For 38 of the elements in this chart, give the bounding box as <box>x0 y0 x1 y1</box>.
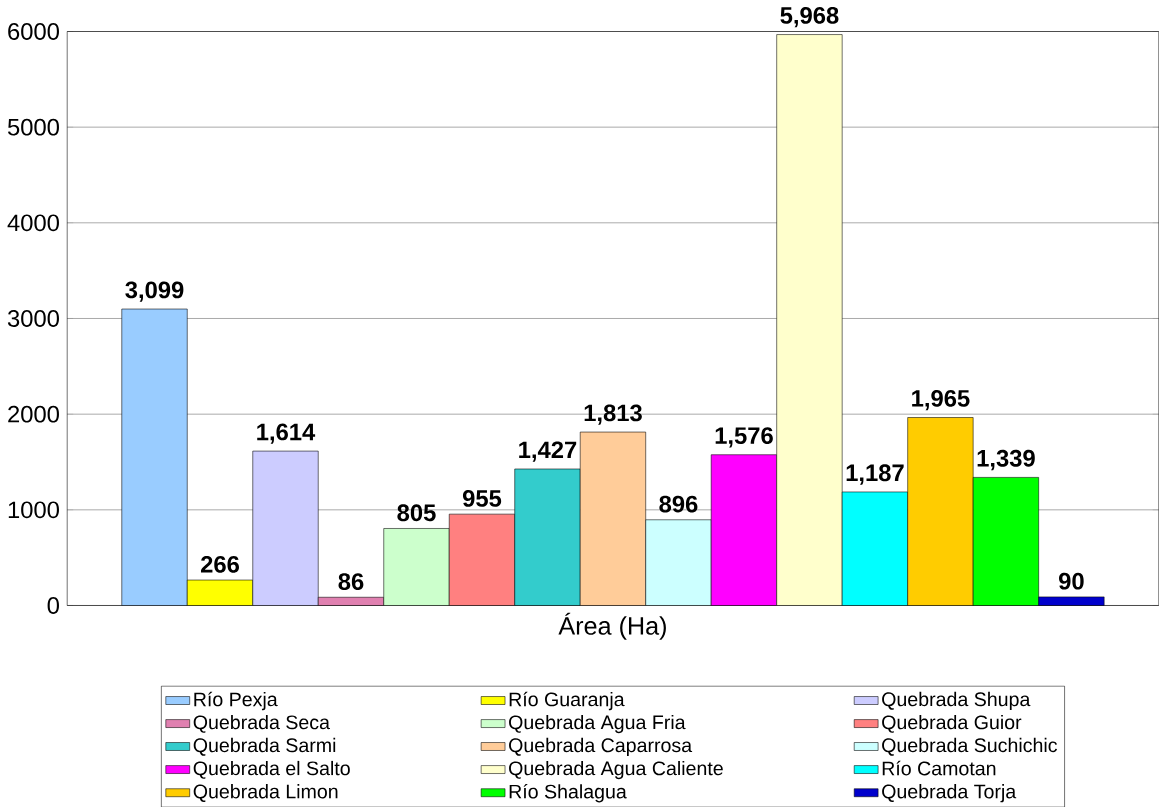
legend-label: Quebrada Guior <box>882 714 1022 733</box>
data-label: 896 <box>659 495 698 513</box>
data-label: 1,427 <box>519 441 577 462</box>
data-label: 1,339 <box>977 449 1035 470</box>
legend-label: Quebrada Shupa <box>882 691 1031 710</box>
legend-label: Río Shalagua <box>509 783 627 803</box>
data-label: 805 <box>397 504 436 522</box>
y-tick-label: 0 <box>47 596 59 614</box>
legend-label: Quebrada Seca <box>193 714 330 733</box>
data-label: 1,965 <box>912 389 970 411</box>
data-label: 86 <box>338 572 364 590</box>
data-label: 5,968 <box>780 6 839 28</box>
data-label: 1,813 <box>584 404 642 425</box>
legend-label: Quebrada Limon <box>193 783 338 802</box>
y-tick-label: 5000 <box>7 118 59 136</box>
y-tick-label: 2000 <box>8 405 59 423</box>
legend-label: Quebrada Sarmi <box>193 737 336 756</box>
data-label: 1,576 <box>715 426 773 448</box>
y-tick-label: 4000 <box>7 214 59 232</box>
x-axis-title: Área (Ha) <box>558 612 666 640</box>
y-tick-label: 3000 <box>7 309 59 327</box>
legend-label: Quebrada Agua Fria <box>509 714 686 733</box>
legend-label: Quebrada Agua Caliente <box>509 760 723 779</box>
legend-label: Río Guaranja <box>509 691 625 711</box>
legend-label: Río Pexja <box>194 691 278 711</box>
data-label: 3,099 <box>125 281 184 302</box>
data-label: 1,187 <box>846 464 904 485</box>
legend-label: Quebrada Caparrosa <box>509 737 693 756</box>
legend-label: Quebrada Torja <box>882 783 1017 803</box>
legend-label: Quebrada el Salto <box>193 760 350 779</box>
data-label: 955 <box>462 489 502 507</box>
data-label: 90 <box>1059 572 1084 590</box>
data-label: 1,614 <box>257 423 316 444</box>
y-tick-label: 6000 <box>8 22 59 40</box>
legend-label: Río Camotan <box>882 760 996 776</box>
y-tick-label: 1000 <box>8 501 59 519</box>
data-label: 266 <box>201 555 239 573</box>
legend-label: Quebrada Suchichic <box>882 737 1058 756</box>
